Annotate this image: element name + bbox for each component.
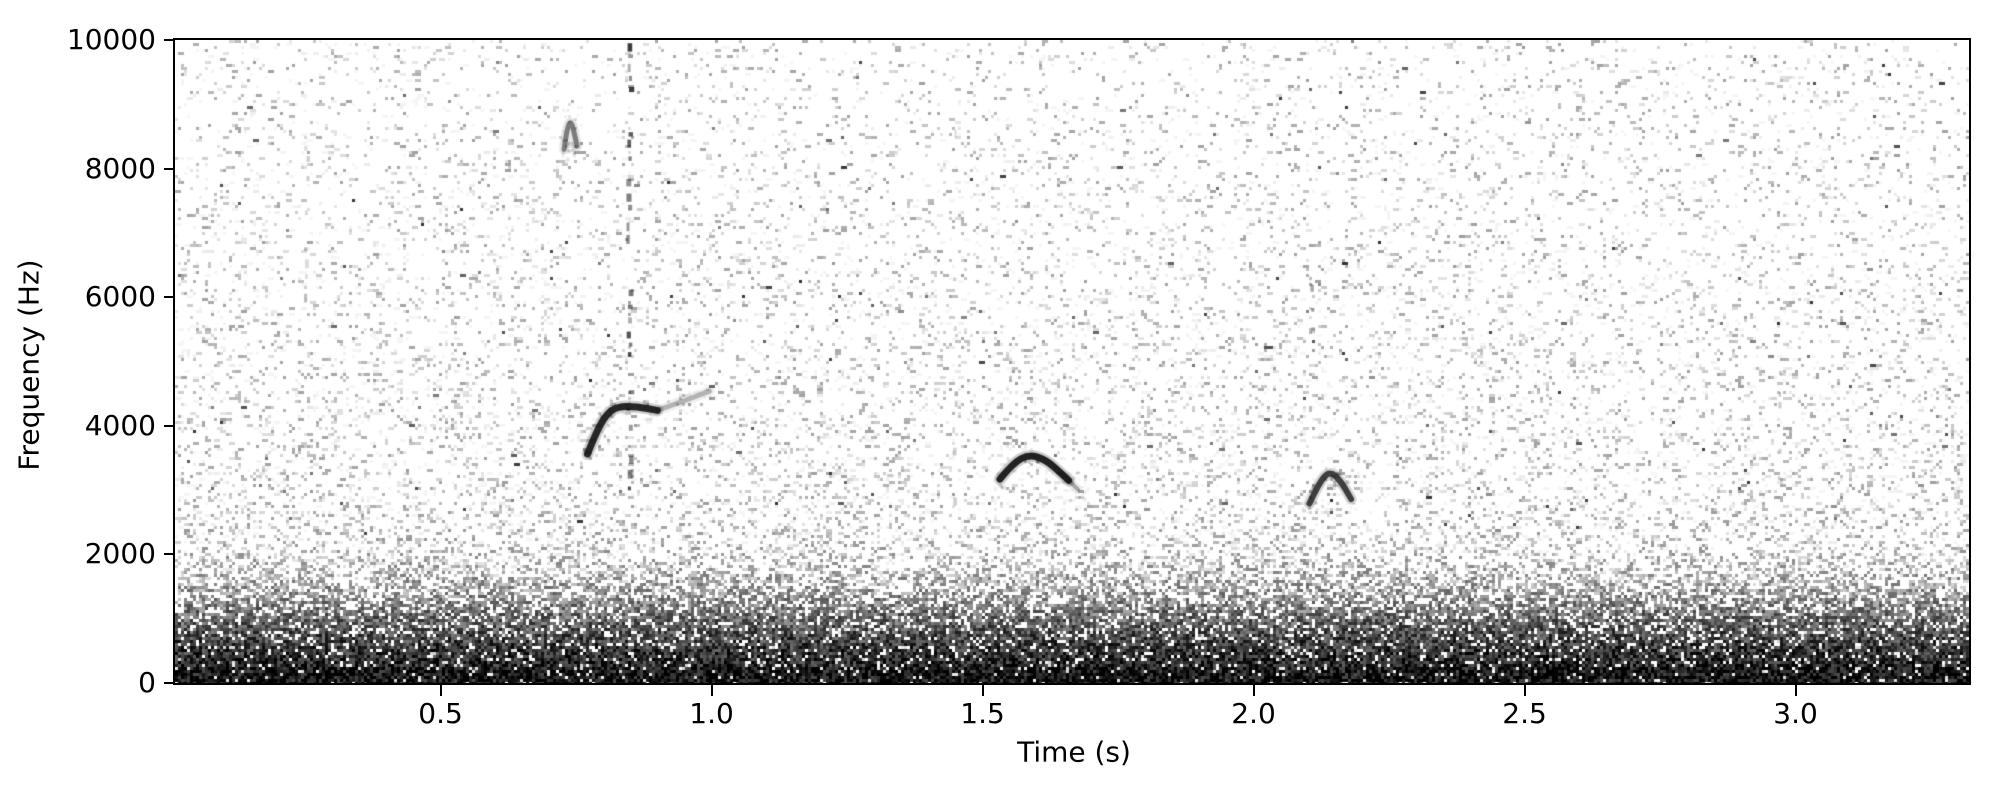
x-tick-label: 1.0 xyxy=(689,697,734,730)
x-tick-label: 2.5 xyxy=(1502,697,1547,730)
x-tick-mark xyxy=(981,685,984,696)
x-tick-mark xyxy=(710,685,713,696)
y-tick-label: 8000 xyxy=(84,151,156,185)
x-tick-mark xyxy=(1252,685,1255,696)
y-tick-label: 6000 xyxy=(84,280,156,314)
y-axis-label: Frequency (Hz) xyxy=(12,259,46,471)
x-tick-label: 3.0 xyxy=(1773,697,1818,730)
y-tick-label: 2000 xyxy=(84,537,156,571)
y-tick-mark xyxy=(164,424,175,427)
y-tick-mark xyxy=(164,296,175,299)
y-tick-label: 0 xyxy=(138,666,156,699)
x-tick-label: 0.5 xyxy=(418,697,463,730)
y-tick-mark xyxy=(164,553,175,556)
x-axis-label: Time (s) xyxy=(1017,735,1131,769)
y-tick-mark xyxy=(164,682,175,684)
spectrogram-canvas xyxy=(175,40,1969,683)
x-tick-label: 2.0 xyxy=(1231,697,1276,730)
y-tick-mark xyxy=(164,39,175,41)
y-tick-label: 4000 xyxy=(84,408,156,442)
x-tick-mark xyxy=(1794,685,1797,696)
y-tick-mark xyxy=(164,167,175,170)
x-tick-mark xyxy=(1523,685,1526,696)
x-tick-label: 1.5 xyxy=(960,697,1005,730)
x-tick-mark xyxy=(439,685,442,696)
y-tick-label: 10000 xyxy=(66,23,156,56)
